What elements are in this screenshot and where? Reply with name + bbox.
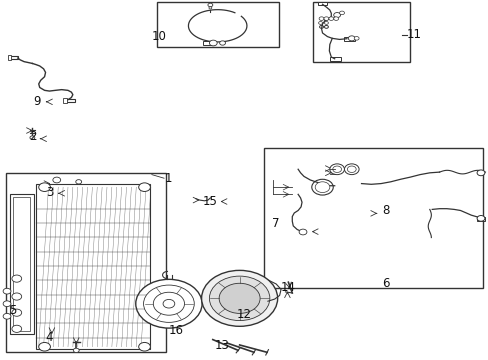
Circle shape	[339, 11, 344, 15]
Bar	[317, 3, 327, 5]
Circle shape	[30, 136, 35, 139]
Circle shape	[346, 166, 355, 172]
Circle shape	[324, 17, 328, 21]
Text: 14: 14	[280, 281, 295, 294]
Circle shape	[76, 180, 81, 184]
Bar	[157, 3, 278, 47]
Circle shape	[476, 170, 484, 176]
Circle shape	[73, 348, 79, 352]
Circle shape	[139, 342, 150, 351]
Text: 9: 9	[34, 95, 41, 108]
Bar	[65, 99, 75, 102]
Bar	[7, 55, 11, 60]
Circle shape	[3, 288, 11, 294]
Circle shape	[136, 279, 202, 328]
Circle shape	[315, 182, 329, 193]
Circle shape	[328, 17, 333, 21]
Circle shape	[39, 183, 50, 192]
Circle shape	[208, 7, 211, 9]
Circle shape	[319, 17, 324, 21]
Text: 16: 16	[168, 324, 183, 337]
Circle shape	[347, 36, 354, 41]
Bar	[13, 197, 30, 331]
Circle shape	[319, 26, 323, 28]
Circle shape	[209, 40, 217, 46]
Text: 7: 7	[272, 216, 279, 230]
Text: 8: 8	[382, 204, 389, 217]
Bar	[203, 41, 213, 45]
Text: 2: 2	[29, 130, 36, 144]
Circle shape	[344, 164, 358, 175]
Text: 11: 11	[406, 28, 421, 41]
Bar	[264, 148, 483, 288]
Circle shape	[39, 342, 50, 351]
Circle shape	[329, 164, 344, 175]
Text: 4: 4	[45, 331, 53, 344]
Circle shape	[324, 22, 328, 24]
Circle shape	[3, 314, 11, 319]
Text: 15: 15	[203, 195, 217, 208]
Circle shape	[12, 275, 21, 282]
Circle shape	[219, 283, 260, 314]
Circle shape	[53, 177, 61, 183]
Circle shape	[332, 166, 341, 172]
Circle shape	[139, 183, 150, 192]
Bar	[476, 217, 484, 221]
Circle shape	[219, 41, 225, 45]
Circle shape	[311, 179, 332, 195]
Circle shape	[201, 270, 277, 326]
Circle shape	[12, 309, 21, 316]
Circle shape	[209, 276, 269, 320]
Text: 12: 12	[237, 308, 251, 321]
Bar	[9, 56, 18, 59]
Bar	[5, 173, 166, 352]
Circle shape	[12, 293, 21, 300]
Circle shape	[476, 216, 484, 221]
Circle shape	[163, 300, 174, 308]
Bar	[10, 194, 34, 334]
Circle shape	[333, 17, 338, 21]
Circle shape	[299, 229, 306, 235]
Circle shape	[353, 37, 358, 40]
Text: 10: 10	[151, 30, 166, 43]
Circle shape	[207, 3, 212, 7]
Text: 13: 13	[215, 339, 229, 352]
Text: 5: 5	[9, 305, 16, 318]
Circle shape	[12, 325, 21, 332]
Circle shape	[333, 13, 340, 18]
Bar	[329, 57, 340, 60]
Text: 1: 1	[165, 172, 172, 185]
Bar	[36, 184, 150, 348]
Circle shape	[324, 26, 328, 28]
Text: 3: 3	[46, 186, 53, 199]
Circle shape	[3, 301, 11, 307]
Bar	[344, 37, 354, 41]
Bar	[63, 98, 67, 103]
Circle shape	[318, 22, 322, 24]
Circle shape	[153, 292, 184, 315]
Circle shape	[143, 285, 194, 322]
Bar	[312, 3, 409, 62]
Text: 6: 6	[382, 278, 389, 291]
